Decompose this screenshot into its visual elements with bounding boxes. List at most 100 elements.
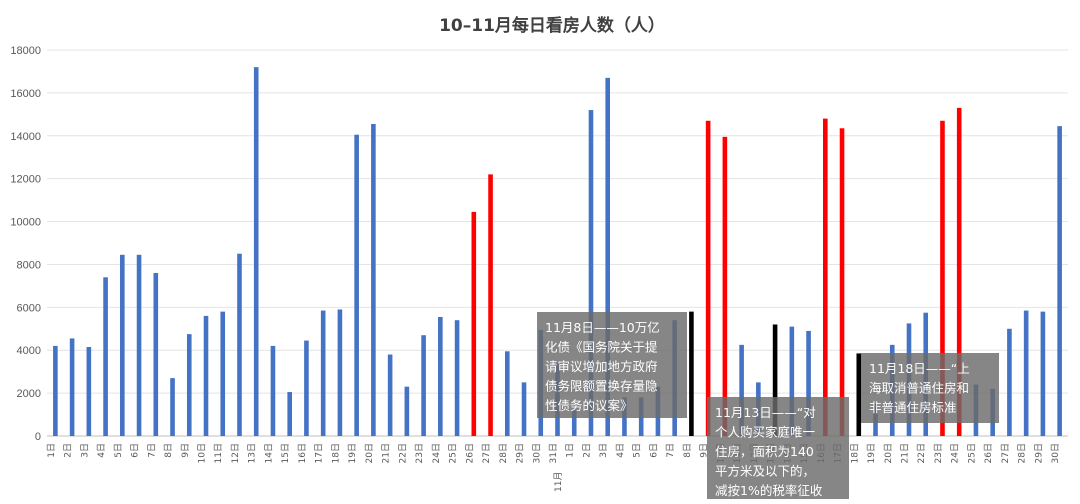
x-tick-label: 23日: [933, 443, 944, 463]
annotation-line: 化债《国务院关于提: [545, 340, 658, 355]
x-tick-label: 2日: [63, 443, 74, 458]
bar: [1040, 311, 1046, 436]
bar: [253, 67, 259, 437]
annotation-line: 11月18日——“上: [869, 361, 970, 376]
bar: [86, 347, 92, 436]
x-tick-label: 3日: [79, 443, 90, 458]
x-group-label: 11月: [553, 472, 564, 492]
bar: [337, 309, 343, 436]
x-tick-label: 11日: [213, 443, 224, 463]
x-tick-label: 27日: [1000, 443, 1011, 463]
y-tick-label: 10000: [10, 217, 41, 229]
annotation-line: 个人购买家庭唯一: [715, 425, 815, 440]
x-tick-label: 6日: [648, 443, 659, 458]
annotation-callout: 11月8日——10万亿化债《国务院关于提请审议增加地方政府债务限额置换存量隐性债…: [537, 312, 687, 418]
bar: [504, 351, 510, 436]
x-tick-label: 15日: [280, 443, 291, 463]
x-tick-label: 30日: [531, 443, 542, 463]
x-tick-label: 24日: [950, 443, 961, 463]
bar: [387, 354, 393, 436]
bar: [1057, 126, 1062, 436]
bar: [772, 324, 778, 436]
annotation-line: 非普通住房标准: [869, 400, 957, 415]
x-axis-ticks: 1日 2日 3日 4日 5日 6日 7日 8日 9日 10日 11日 12日 13日 14日 15日 16日 1…: [46, 443, 1061, 492]
x-tick-label: 29日: [1033, 443, 1044, 463]
bar: [371, 123, 376, 436]
x-tick-label: 18日: [330, 443, 341, 463]
bar: [839, 128, 845, 436]
x-tick-label: 7日: [665, 443, 676, 458]
bar: [1023, 310, 1029, 436]
bar: [689, 311, 694, 436]
x-tick-label: 28日: [498, 443, 509, 463]
x-tick-label: 20日: [364, 443, 375, 463]
x-tick-label: 29日: [515, 443, 526, 463]
annotation-box: [707, 397, 849, 499]
bar: [1007, 328, 1012, 436]
x-tick-label: 9日: [699, 443, 710, 458]
x-tick-label: 6日: [130, 443, 141, 458]
bar: [203, 315, 209, 436]
bar: [69, 338, 75, 436]
annotation-line: 11月13日——“对: [715, 405, 816, 420]
annotation-box: [537, 312, 687, 418]
x-tick-label: 19日: [347, 443, 358, 463]
bar: [153, 273, 159, 436]
bar: [120, 254, 125, 436]
bar: [521, 382, 527, 436]
annotations: 11月8日——10万亿化债《国务院关于提请审议增加地方政府债务限额置换存量隐性债…: [537, 312, 999, 499]
bar: [270, 345, 276, 436]
annotation-line: 债务限额置换存量隐: [545, 379, 658, 394]
bar: [739, 344, 744, 436]
bar: [940, 120, 945, 437]
bar: [571, 410, 577, 436]
x-tick-label: 20日: [883, 443, 894, 463]
y-tick-label: 18000: [10, 45, 41, 57]
bar: [705, 120, 711, 437]
bar: [806, 330, 811, 436]
annotation-line: 请审议增加地方政府: [545, 359, 658, 374]
y-tick-label: 0: [35, 431, 41, 443]
x-tick-label: 25日: [966, 443, 977, 463]
x-tick-label: 24日: [431, 443, 442, 463]
x-tick-label: 7日: [146, 443, 157, 458]
bar: [488, 174, 493, 436]
bar: [605, 77, 611, 436]
bar: [136, 254, 142, 436]
x-tick-label: 4日: [96, 443, 107, 458]
bar: [287, 392, 292, 436]
bar: [823, 118, 828, 436]
x-tick-label: 5日: [113, 443, 124, 458]
bars: [53, 67, 1062, 437]
gridlines: [47, 49, 1068, 437]
chart-title: 10–11月每日看房人数（人）: [439, 15, 665, 36]
bar: [53, 345, 58, 436]
x-tick-label: 1日: [46, 443, 57, 458]
bar: [789, 326, 795, 436]
x-tick-label: 31日: [548, 443, 559, 463]
x-tick-label: 3日: [598, 443, 609, 458]
bar: [421, 335, 426, 436]
x-tick-label: 27日: [481, 443, 492, 463]
bar: [722, 136, 728, 436]
x-tick-label: 5日: [632, 443, 643, 458]
x-tick-label: 21日: [899, 443, 910, 463]
x-tick-label: 23日: [414, 443, 425, 463]
y-tick-label: 16000: [10, 88, 41, 100]
x-tick-label: 17日: [314, 443, 325, 463]
annotation-line: 住房，面积为140: [715, 444, 814, 459]
annotation-line: 海取消普通住房和: [869, 381, 969, 396]
bar: [588, 110, 594, 437]
bar: [237, 253, 242, 436]
x-tick-label: 26日: [983, 443, 994, 463]
y-tick-label: 12000: [10, 174, 41, 186]
y-tick-label: 2000: [17, 388, 41, 400]
bar: [186, 334, 192, 436]
y-tick-label: 6000: [17, 302, 41, 314]
bar: [856, 353, 862, 436]
x-tick-label: 2日: [581, 443, 592, 458]
x-tick-label: 19日: [866, 443, 877, 463]
x-tick-label: 8日: [163, 443, 174, 458]
